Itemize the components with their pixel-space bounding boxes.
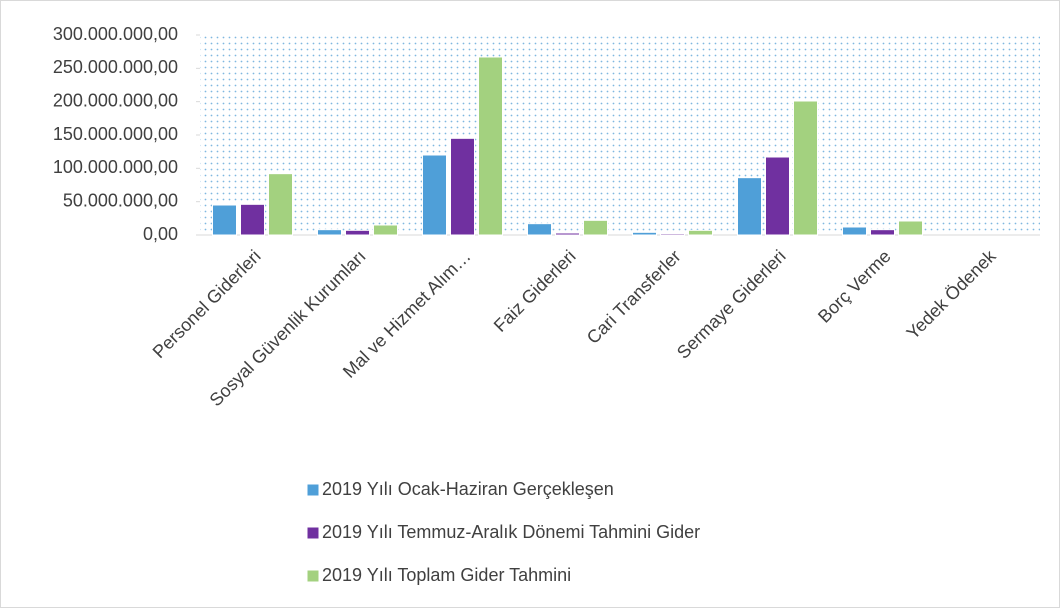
y-tick-label: 150.000.000,00 [53, 124, 178, 144]
bar [765, 156, 790, 236]
bar [373, 224, 398, 236]
bar [898, 220, 923, 236]
y-tick-label: 50.000.000,00 [63, 190, 178, 210]
y-tick-label: 100.000.000,00 [53, 157, 178, 177]
bar [555, 232, 580, 236]
bar [870, 229, 895, 236]
legend-label: 2019 Yılı Ocak-Haziran Gerçekleşen [322, 479, 614, 499]
legend-label: 2019 Yılı Toplam Gider Tahmini [322, 565, 571, 585]
bar [240, 203, 265, 236]
legend-swatch [306, 483, 320, 497]
bar [317, 229, 342, 236]
bar [422, 154, 447, 236]
bar [660, 233, 685, 236]
bar [450, 137, 475, 236]
bar [345, 229, 370, 236]
bar [793, 100, 818, 236]
y-tick-label: 200.000.000,00 [53, 90, 178, 110]
bar [737, 177, 762, 236]
plot-background [200, 35, 1040, 235]
legend-swatch [306, 526, 320, 540]
bar [632, 231, 657, 236]
bar [842, 226, 867, 236]
bar [583, 219, 608, 236]
y-tick-label: 0,00 [143, 224, 178, 244]
bar [527, 223, 552, 236]
bar [212, 204, 237, 236]
bar [688, 229, 713, 236]
y-tick-label: 300.000.000,00 [53, 24, 178, 44]
bar [478, 56, 503, 236]
legend-label: 2019 Yılı Temmuz-Aralık Dönemi Tahmini G… [322, 522, 700, 542]
bar [268, 173, 293, 236]
y-tick-label: 250.000.000,00 [53, 57, 178, 77]
legend-swatch [306, 569, 320, 583]
